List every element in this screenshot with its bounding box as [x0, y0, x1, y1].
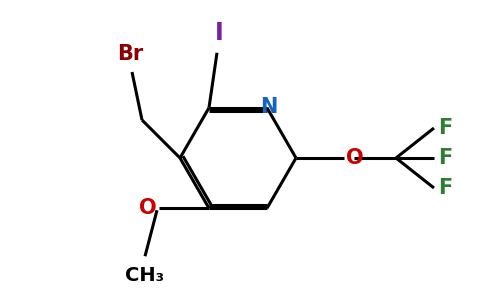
Text: O: O: [346, 148, 363, 168]
Text: I: I: [214, 21, 224, 45]
Text: Br: Br: [117, 44, 143, 64]
Text: F: F: [438, 148, 452, 168]
Text: F: F: [438, 118, 452, 138]
Text: N: N: [260, 97, 278, 117]
Text: CH₃: CH₃: [125, 266, 165, 285]
Text: O: O: [139, 198, 157, 218]
Text: F: F: [438, 178, 452, 198]
